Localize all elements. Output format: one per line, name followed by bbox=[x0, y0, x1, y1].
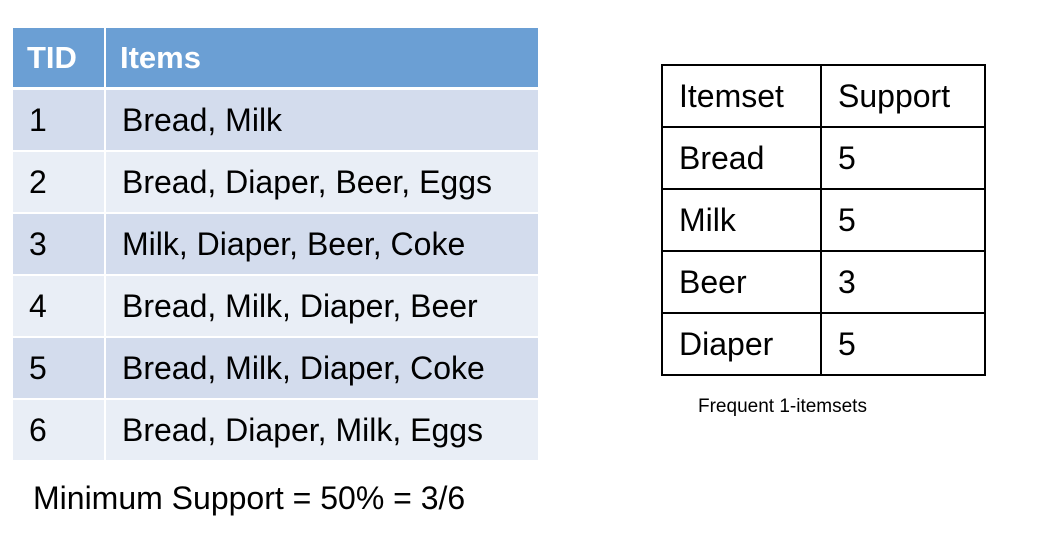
items-cell: Bread, Milk, Diaper, Coke bbox=[106, 338, 538, 400]
itemsets-header-row: Itemset Support bbox=[661, 64, 986, 128]
tid-cell: 2 bbox=[13, 152, 106, 214]
support-cell: 5 bbox=[820, 188, 986, 252]
items-header: Items bbox=[106, 28, 538, 90]
tid-cell: 4 bbox=[13, 276, 106, 338]
tid-cell: 1 bbox=[13, 90, 106, 152]
items-cell: Bread, Milk bbox=[106, 90, 538, 152]
table-row: 3 Milk, Diaper, Beer, Coke bbox=[13, 214, 538, 276]
support-cell: 3 bbox=[820, 250, 986, 314]
table-row: 5 Bread, Milk, Diaper, Coke bbox=[13, 338, 538, 400]
itemset-cell: Bread bbox=[661, 126, 822, 190]
itemset-cell: Beer bbox=[661, 250, 822, 314]
table-row: Beer 3 bbox=[661, 250, 986, 314]
minimum-support-text: Minimum Support = 50% = 3/6 bbox=[33, 480, 466, 516]
itemset-cell: Milk bbox=[661, 188, 822, 252]
items-cell: Bread, Diaper, Beer, Eggs bbox=[106, 152, 538, 214]
tid-cell: 6 bbox=[13, 400, 106, 462]
frequent-itemsets-table: Itemset Support Bread 5 Milk 5 Beer 3 Di… bbox=[661, 64, 986, 376]
tid-cell: 5 bbox=[13, 338, 106, 400]
table-row: Diaper 5 bbox=[661, 312, 986, 376]
table-row: Milk 5 bbox=[661, 188, 986, 252]
tid-cell: 3 bbox=[13, 214, 106, 276]
support-cell: 5 bbox=[820, 126, 986, 190]
items-cell: Milk, Diaper, Beer, Coke bbox=[106, 214, 538, 276]
support-cell: 5 bbox=[820, 312, 986, 376]
items-cell: Bread, Diaper, Milk, Eggs bbox=[106, 400, 538, 462]
table-row: 4 Bread, Milk, Diaper, Beer bbox=[13, 276, 538, 338]
table-row: Bread 5 bbox=[661, 126, 986, 190]
tid-header: TID bbox=[13, 28, 106, 90]
transactions-header-row: TID Items bbox=[13, 28, 538, 90]
items-cell: Bread, Milk, Diaper, Beer bbox=[106, 276, 538, 338]
table-row: 1 Bread, Milk bbox=[13, 90, 538, 152]
table-row: 6 Bread, Diaper, Milk, Eggs bbox=[13, 400, 538, 462]
table-row: 2 Bread, Diaper, Beer, Eggs bbox=[13, 152, 538, 214]
frequent-itemsets-caption: Frequent 1-itemsets bbox=[698, 396, 867, 417]
transactions-table: TID Items 1 Bread, Milk 2 Bread, Diaper,… bbox=[13, 28, 538, 462]
support-header: Support bbox=[820, 64, 986, 128]
itemset-header: Itemset bbox=[661, 64, 822, 128]
itemset-cell: Diaper bbox=[661, 312, 822, 376]
